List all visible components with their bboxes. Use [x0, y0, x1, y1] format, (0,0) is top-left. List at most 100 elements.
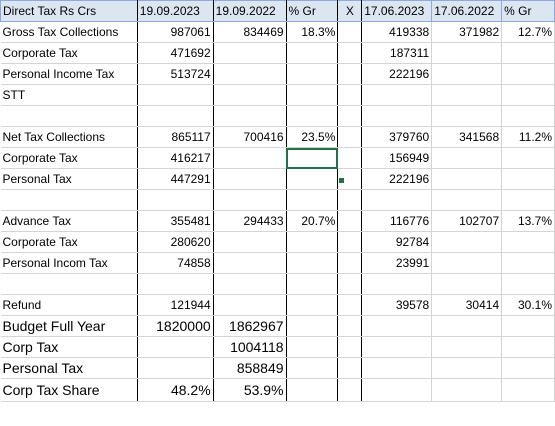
cell[interactable] — [337, 63, 363, 85]
cell[interactable] — [213, 231, 287, 253]
cell[interactable]: 341568 — [431, 126, 503, 148]
cell[interactable] — [213, 294, 287, 316]
cell[interactable] — [213, 273, 287, 295]
cell[interactable] — [137, 105, 214, 127]
cell[interactable]: 419338 — [361, 21, 433, 43]
cell[interactable] — [337, 84, 363, 106]
cell[interactable] — [213, 105, 287, 127]
cell[interactable]: 20.7% — [286, 210, 339, 232]
cell[interactable] — [286, 378, 339, 402]
cell[interactable]: 447291 — [137, 168, 214, 190]
cell[interactable] — [431, 315, 503, 337]
cell[interactable] — [501, 42, 555, 64]
cell[interactable]: 834469 — [213, 21, 287, 43]
cell[interactable]: 53.9% — [213, 378, 287, 402]
cell[interactable] — [213, 63, 287, 85]
cell[interactable]: 13.7% — [501, 210, 555, 232]
cell[interactable] — [286, 42, 339, 64]
cell[interactable] — [361, 315, 433, 337]
cell[interactable] — [286, 294, 339, 316]
row-label-cell[interactable]: Corp Tax — [0, 336, 138, 358]
cell[interactable] — [137, 84, 214, 106]
cell[interactable]: 371982 — [431, 21, 503, 43]
cell[interactable]: 23.5% — [286, 126, 339, 148]
cell[interactable] — [361, 189, 433, 211]
cell[interactable]: 222196 — [361, 63, 433, 85]
row-label-cell[interactable]: Corporate Tax — [0, 42, 138, 64]
cell[interactable] — [361, 105, 433, 127]
cell[interactable] — [501, 147, 555, 169]
cell[interactable] — [286, 252, 339, 274]
cell[interactable] — [286, 189, 339, 211]
cell[interactable]: 187311 — [361, 42, 433, 64]
cell[interactable]: 513724 — [137, 63, 214, 85]
cell[interactable]: 30.1% — [501, 294, 555, 316]
row-label-cell[interactable]: STT — [0, 84, 138, 106]
cell[interactable]: 355481 — [137, 210, 214, 232]
cell[interactable]: 156949 — [361, 147, 433, 169]
cell[interactable] — [431, 336, 503, 358]
cell[interactable]: 92784 — [361, 231, 433, 253]
cell[interactable] — [431, 273, 503, 295]
cell[interactable] — [431, 168, 503, 190]
cell[interactable] — [337, 273, 363, 295]
row-label-cell[interactable] — [0, 189, 138, 211]
cell[interactable]: 416217 — [137, 147, 214, 169]
cell[interactable] — [337, 378, 363, 402]
cell[interactable] — [286, 273, 339, 295]
cell[interactable]: 222196 — [361, 168, 433, 190]
cell[interactable]: 379760 — [361, 126, 433, 148]
cell[interactable] — [137, 336, 214, 358]
cell[interactable] — [501, 105, 555, 127]
cell[interactable] — [213, 147, 287, 169]
column-header-cell[interactable]: X — [337, 0, 363, 22]
cell[interactable]: 471692 — [137, 42, 214, 64]
cell[interactable]: 11.2% — [501, 126, 555, 148]
cell[interactable]: 74858 — [137, 252, 214, 274]
cell[interactable] — [501, 378, 555, 402]
cell[interactable] — [501, 273, 555, 295]
cell[interactable] — [337, 336, 363, 358]
cell[interactable]: 865117 — [137, 126, 214, 148]
row-label-cell[interactable]: Personal Income Tax — [0, 63, 138, 85]
cell[interactable]: 1862967 — [213, 315, 287, 337]
cell[interactable]: 39578 — [361, 294, 433, 316]
cell[interactable] — [137, 357, 214, 379]
cell[interactable] — [501, 357, 555, 379]
cell[interactable]: 294433 — [213, 210, 287, 232]
cell[interactable] — [337, 210, 363, 232]
cell[interactable] — [361, 84, 433, 106]
cell[interactable] — [501, 231, 555, 253]
cell[interactable] — [501, 84, 555, 106]
cell[interactable] — [431, 378, 503, 402]
cell[interactable]: 23991 — [361, 252, 433, 274]
cell[interactable] — [213, 252, 287, 274]
column-header-cell[interactable]: Direct Tax Rs Crs — [0, 0, 138, 22]
cell[interactable] — [501, 252, 555, 274]
cell[interactable] — [431, 105, 503, 127]
cell[interactable] — [213, 189, 287, 211]
row-label-cell[interactable]: Personal Incom Tax — [0, 252, 138, 274]
cell[interactable] — [286, 336, 339, 358]
row-label-cell[interactable]: Gross Tax Collections — [0, 21, 138, 43]
column-header-cell[interactable]: 17.06.2023 — [361, 0, 433, 22]
row-label-cell[interactable]: Personal Tax — [0, 168, 138, 190]
cell[interactable]: 18.3% — [286, 21, 339, 43]
cell[interactable] — [501, 189, 555, 211]
row-label-cell[interactable]: Net Tax Collections — [0, 126, 138, 148]
selection-fill-handle[interactable] — [338, 177, 345, 184]
cell[interactable] — [431, 189, 503, 211]
row-label-cell[interactable] — [0, 105, 138, 127]
cell[interactable]: 121944 — [137, 294, 214, 316]
cell[interactable] — [337, 315, 363, 337]
cell[interactable] — [361, 336, 433, 358]
column-header-cell[interactable]: 17.06.2022 — [431, 0, 503, 22]
cell[interactable] — [501, 315, 555, 337]
column-header-cell[interactable]: % Gr — [285, 0, 339, 22]
column-header-cell[interactable]: % Gr — [501, 0, 555, 22]
row-label-cell[interactable]: Corporate Tax — [0, 231, 138, 253]
cell[interactable] — [431, 252, 503, 274]
cell[interactable] — [361, 378, 433, 402]
cell[interactable] — [431, 42, 503, 64]
cell[interactable]: 1004118 — [213, 336, 287, 358]
